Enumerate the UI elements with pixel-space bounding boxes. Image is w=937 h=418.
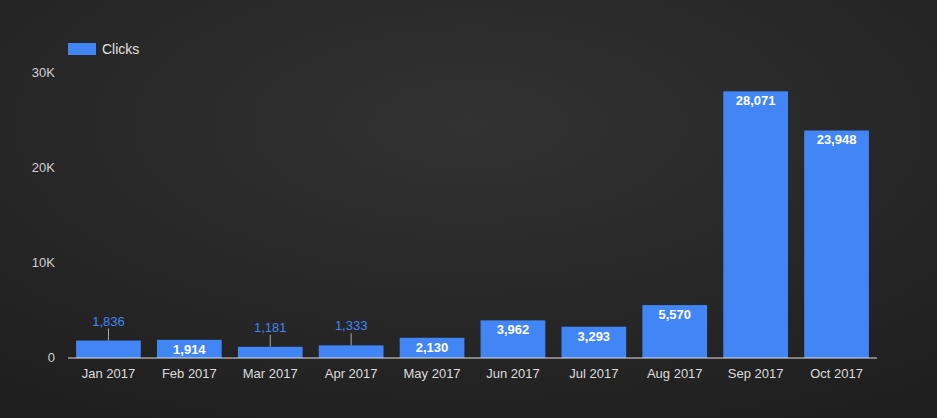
y-tick-label: 0 [48, 350, 55, 365]
bar [76, 341, 141, 358]
y-tick-label: 30K [32, 65, 55, 80]
bar [561, 327, 626, 358]
y-tick-label: 10K [32, 255, 55, 270]
bar [400, 338, 465, 358]
bar [723, 91, 788, 358]
label-leader [351, 333, 352, 345]
x-axis-line [68, 358, 877, 359]
data-label: 1,181 [254, 320, 287, 335]
x-tick-label: Apr 2017 [325, 366, 378, 381]
label-leader [108, 329, 109, 341]
data-label: 2,130 [416, 340, 449, 355]
x-tick-label: Jun 2017 [486, 366, 540, 381]
bar [157, 340, 222, 358]
bar [238, 347, 303, 358]
bar [804, 130, 869, 358]
legend-label: Clicks [102, 41, 139, 57]
chart: 0 10K 20K 30K 1,836 1,914 1,181 1,333 2,130 3,962… [0, 0, 937, 418]
label-leader [270, 335, 271, 347]
data-label: 5,570 [658, 307, 691, 322]
x-tick-label: Sep 2017 [728, 366, 784, 381]
data-labels: 1,836 1,914 1,181 1,333 2,130 3,962 3,293 5,570… [92, 93, 856, 356]
bar [481, 320, 546, 358]
data-label: 3,293 [578, 329, 611, 344]
x-tick-label: Oct 2017 [810, 366, 863, 381]
x-tick-label: Jul 2017 [569, 366, 618, 381]
x-tick-label: Mar 2017 [243, 366, 298, 381]
x-tick-label: May 2017 [404, 366, 461, 381]
x-tick-label: Jan 2017 [82, 366, 136, 381]
data-label: 1,914 [173, 342, 206, 357]
data-label: 1,333 [335, 318, 368, 333]
data-label: 23,948 [817, 132, 857, 147]
bar [319, 345, 384, 358]
x-tick-label: Feb 2017 [162, 366, 217, 381]
background [0, 0, 937, 418]
bars [76, 91, 869, 358]
bar [642, 305, 707, 358]
y-tick-label: 20K [32, 160, 55, 175]
x-tick-label: Aug 2017 [647, 366, 703, 381]
data-label: 1,836 [92, 314, 125, 329]
legend-swatch [68, 43, 96, 55]
data-label: 28,071 [736, 93, 776, 108]
data-label: 3,962 [497, 322, 530, 337]
